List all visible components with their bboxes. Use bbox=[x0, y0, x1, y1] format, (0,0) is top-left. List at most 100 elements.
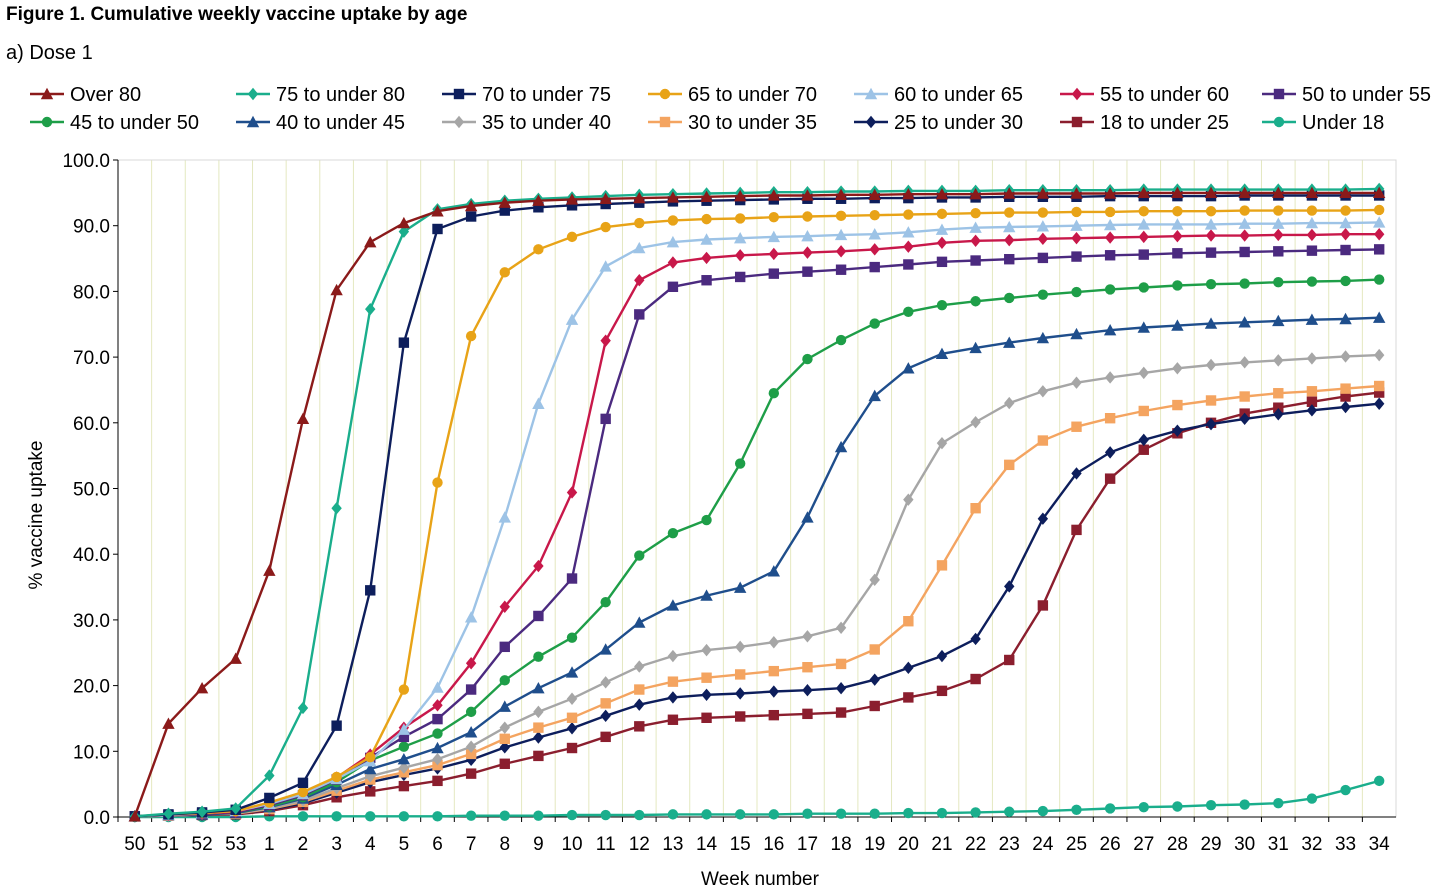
data-point bbox=[970, 255, 981, 266]
data-point bbox=[1037, 435, 1049, 446]
y-tick-label: 70.0 bbox=[73, 348, 110, 369]
legend-marker bbox=[40, 87, 54, 100]
series-line bbox=[133, 191, 1380, 817]
data-point bbox=[1037, 512, 1049, 525]
y-tick-label: 60.0 bbox=[73, 414, 110, 435]
x-tick-label: 25 bbox=[1066, 834, 1087, 855]
x-tick-label: 22 bbox=[965, 834, 986, 855]
x-tick-label: 15 bbox=[730, 834, 751, 855]
legend-label: 40 to under 45 bbox=[276, 112, 405, 134]
data-point bbox=[1306, 245, 1318, 256]
data-point bbox=[1373, 274, 1385, 285]
data-point bbox=[465, 330, 477, 342]
data-point bbox=[1104, 231, 1116, 244]
data-point bbox=[634, 217, 645, 229]
data-point bbox=[566, 809, 578, 821]
data-point bbox=[533, 202, 544, 213]
data-point bbox=[499, 758, 510, 769]
data-point bbox=[834, 440, 848, 453]
data-point bbox=[229, 652, 242, 664]
data-point bbox=[533, 559, 544, 573]
x-tick-label: 21 bbox=[931, 834, 952, 855]
data-point bbox=[700, 190, 713, 202]
data-point bbox=[667, 215, 679, 226]
data-point bbox=[1339, 186, 1352, 199]
data-point bbox=[701, 251, 712, 265]
data-point bbox=[936, 208, 948, 220]
legend-marker bbox=[1071, 116, 1083, 128]
data-point bbox=[600, 731, 611, 743]
data-point bbox=[1306, 276, 1318, 287]
data-point bbox=[397, 216, 411, 229]
data-point bbox=[465, 768, 477, 779]
data-point bbox=[902, 187, 915, 200]
x-tick-label: 26 bbox=[1100, 834, 1121, 855]
data-point bbox=[498, 511, 511, 523]
data-point bbox=[1239, 799, 1250, 810]
data-point bbox=[195, 682, 209, 694]
data-point bbox=[634, 698, 645, 711]
plot-area: 0.0 10.0 20.0 30.0 40.0 50.0 60.0 70.0 80.0 90.0 1… bbox=[62, 151, 1397, 855]
data-point bbox=[1205, 278, 1217, 290]
data-point bbox=[634, 274, 645, 287]
data-point bbox=[465, 657, 477, 670]
data-point bbox=[768, 211, 780, 223]
data-point bbox=[869, 261, 880, 273]
data-point bbox=[533, 722, 544, 733]
data-point bbox=[1138, 206, 1149, 217]
data-point bbox=[1306, 404, 1318, 417]
data-point bbox=[364, 762, 377, 775]
x-tick-label: 7 bbox=[466, 834, 477, 855]
data-point bbox=[835, 707, 847, 718]
data-point bbox=[1273, 402, 1284, 413]
data-point bbox=[734, 213, 746, 224]
data-point bbox=[431, 205, 444, 217]
legend-marker bbox=[1273, 88, 1285, 100]
legend-item: 18 to under 25 bbox=[1060, 112, 1229, 134]
data-point bbox=[1340, 350, 1351, 363]
data-point bbox=[734, 640, 746, 654]
y-tick-label: 90.0 bbox=[73, 217, 110, 238]
legend-item: 50 to under 55 bbox=[1262, 84, 1431, 106]
data-point bbox=[970, 673, 981, 685]
data-point bbox=[499, 721, 510, 734]
data-point bbox=[667, 281, 679, 293]
data-point bbox=[533, 810, 544, 821]
chart-legend: Over 80 75 to under 80 70 to under 75 65 to… bbox=[30, 84, 1431, 134]
data-point bbox=[1273, 408, 1284, 421]
y-tick-label: 100.0 bbox=[62, 151, 110, 172]
data-point bbox=[701, 712, 712, 723]
data-point bbox=[1204, 186, 1218, 199]
x-tick-label: 19 bbox=[864, 834, 885, 855]
x-tick-label: 12 bbox=[629, 834, 650, 855]
data-point bbox=[1273, 246, 1284, 257]
x-tick-label: 34 bbox=[1369, 834, 1391, 855]
data-point bbox=[398, 731, 410, 743]
data-point bbox=[1070, 219, 1083, 231]
data-point bbox=[834, 188, 848, 201]
x-tick-label: 28 bbox=[1167, 834, 1188, 855]
data-point bbox=[1004, 207, 1015, 218]
data-point bbox=[565, 666, 579, 678]
data-point bbox=[667, 676, 679, 687]
data-point bbox=[1071, 286, 1082, 298]
legend-item: 40 to under 45 bbox=[236, 112, 405, 134]
data-point bbox=[802, 353, 813, 365]
data-point bbox=[1138, 444, 1149, 455]
legend-label: 50 to under 55 bbox=[1302, 84, 1431, 106]
legend-marker bbox=[659, 116, 671, 128]
x-tick-label: 2 bbox=[298, 834, 309, 855]
data-point bbox=[1340, 391, 1351, 402]
data-point bbox=[768, 809, 780, 820]
legend-item: 30 to under 35 bbox=[648, 112, 817, 134]
data-point bbox=[802, 211, 813, 222]
x-tick-label: 23 bbox=[999, 834, 1020, 855]
data-point bbox=[835, 264, 847, 275]
data-point bbox=[1306, 386, 1318, 397]
data-point bbox=[936, 436, 948, 450]
data-point bbox=[1104, 250, 1116, 261]
data-point bbox=[1305, 186, 1319, 199]
data-point bbox=[802, 683, 813, 697]
data-point bbox=[533, 705, 544, 719]
data-point bbox=[1138, 249, 1149, 260]
